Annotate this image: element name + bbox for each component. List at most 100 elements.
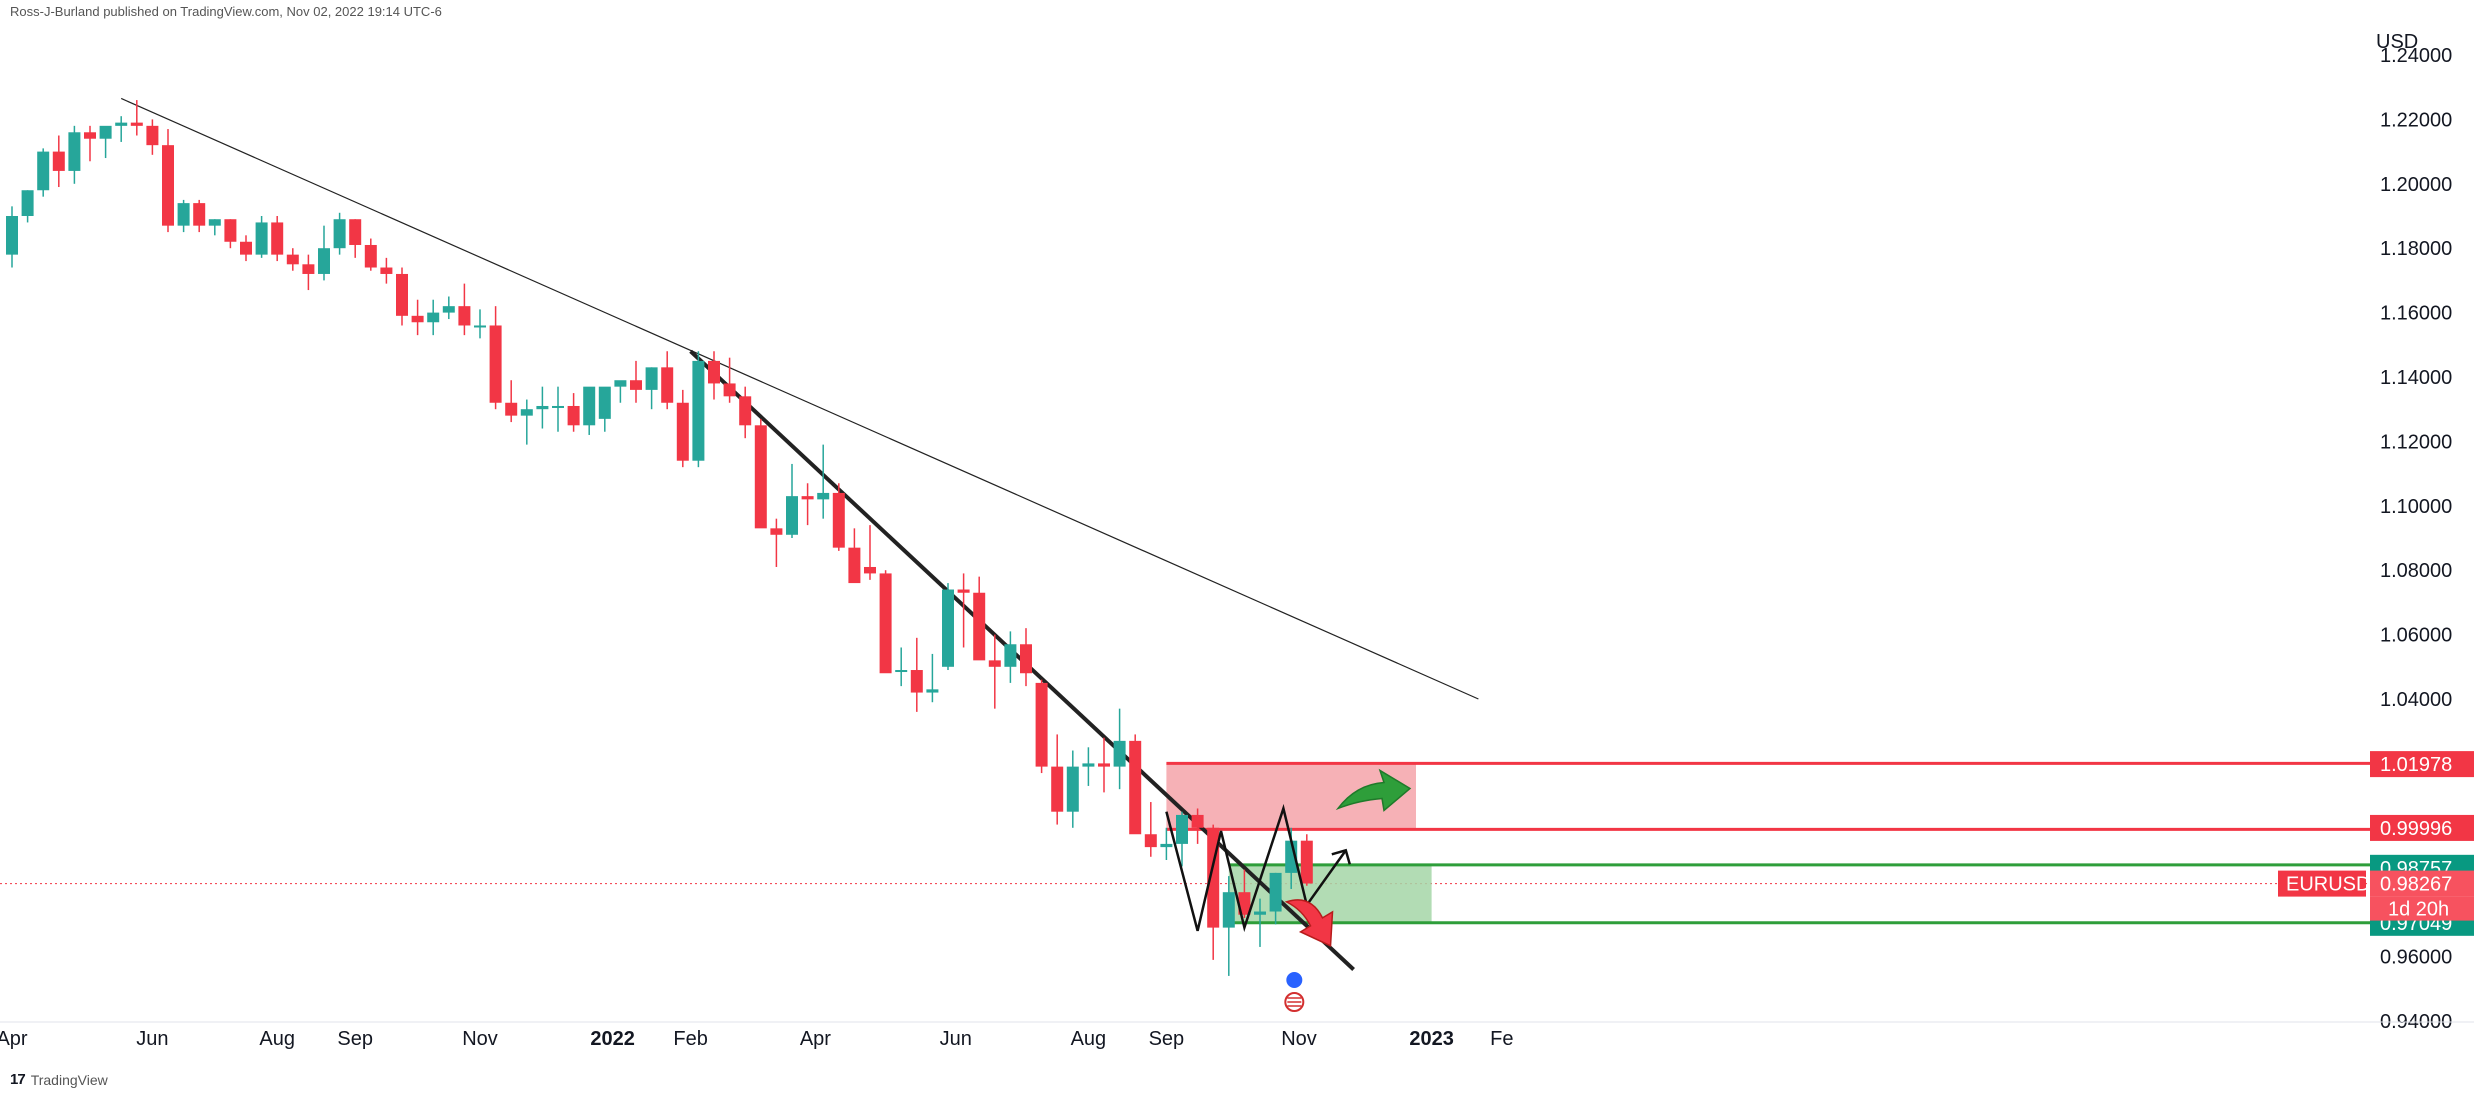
candle-body <box>957 589 970 593</box>
candle-body <box>630 380 642 390</box>
x-tick-label: 2023 <box>1409 1028 1454 1050</box>
candle-body <box>1051 766 1064 812</box>
candle-body <box>130 122 143 126</box>
x-tick-label: Nov <box>1281 1028 1317 1050</box>
candle-body <box>208 219 221 226</box>
candle-body <box>380 267 393 274</box>
candle-body <box>1254 911 1266 915</box>
currency-label: USD <box>2376 31 2418 53</box>
brand-name: TradingView <box>30 1071 108 1088</box>
candle-body <box>786 496 798 535</box>
x-tick-label: Apr <box>800 1028 831 1050</box>
candle-body <box>1129 740 1142 835</box>
trendlines <box>120 97 1479 971</box>
price-tag: 0.99996 <box>2370 814 2474 841</box>
x-tick-label: Jun <box>136 1028 168 1050</box>
countdown-label: 1d 20h <box>2388 899 2449 921</box>
x-tick-label: Aug <box>1071 1028 1107 1050</box>
x-tick-label: Sep <box>337 1028 373 1050</box>
candle-body <box>396 273 408 316</box>
candle-body <box>224 219 237 242</box>
candle-body <box>942 589 954 667</box>
candle-body <box>692 360 705 461</box>
candle-body <box>1300 840 1313 884</box>
zigzag-arrowhead <box>1331 848 1352 865</box>
candle-body <box>895 670 908 673</box>
candle-body <box>598 386 611 419</box>
candles <box>6 100 1313 976</box>
candle-body <box>6 216 18 255</box>
candle-body <box>1191 814 1204 828</box>
candle-body <box>832 492 845 548</box>
candle-body <box>973 592 986 661</box>
candle-body <box>177 203 190 226</box>
long-term-resistance[interactable] <box>120 97 1479 700</box>
candle-body <box>1098 763 1110 767</box>
price-tag: 1.01978 <box>2370 751 2474 778</box>
candle-body <box>567 405 580 426</box>
direction-arrows <box>1284 768 1412 948</box>
candle-body <box>583 386 596 426</box>
tradingview-logo-icon: 17 <box>10 1071 26 1088</box>
x-tick-label: Fe <box>1490 1028 1513 1050</box>
candle-body <box>1238 892 1251 915</box>
y-tick-label: 1.08000 <box>2380 560 2452 582</box>
price-tag-bg <box>2370 751 2474 778</box>
price-tag-value: 0.99996 <box>2380 818 2452 840</box>
x-tick-label: Apr <box>0 1028 28 1050</box>
candle-body <box>926 689 939 693</box>
candle-body <box>411 315 424 323</box>
candle-body <box>1176 814 1188 844</box>
candle-body <box>115 122 128 126</box>
price-tag: 0.98267 <box>2370 870 2474 897</box>
candle-body <box>255 222 268 255</box>
price-tags: 1.019780.999960.987570.982670.97049EURUS… <box>2278 751 2474 936</box>
y-tick-label: 1.12000 <box>2380 431 2452 453</box>
zones <box>1166 761 2370 925</box>
candle-body <box>489 325 502 403</box>
candle-body <box>52 151 65 171</box>
candle-body <box>552 405 564 408</box>
footer-branding[interactable]: 17 TradingView <box>10 1071 108 1088</box>
candle-body <box>146 125 159 146</box>
candle-body <box>68 132 81 171</box>
candle-body <box>458 306 471 326</box>
candle-body <box>286 254 299 265</box>
symbol-tag-bg <box>2278 870 2366 897</box>
price-tag-value: 0.98267 <box>2380 874 2452 896</box>
price-tag-bg <box>2370 870 2474 897</box>
candle-body <box>879 573 892 674</box>
candle-body <box>1269 872 1282 912</box>
candle-body <box>1144 834 1157 848</box>
candle-body <box>84 132 96 139</box>
symbol-tag: EURUSD <box>2286 874 2370 896</box>
candle-body <box>1035 682 1048 767</box>
candle-body <box>864 566 876 574</box>
y-tick-label: 1.16000 <box>2380 303 2452 325</box>
time-axis[interactable]: Apr Jun Aug Sep Nov 2022 Feb Apr Jun Aug Sep Nov 202… <box>0 1021 2474 1050</box>
candle-body <box>37 151 50 191</box>
y-tick-label: 1.22000 <box>2380 109 2452 131</box>
event-icons[interactable] <box>1284 970 1305 1012</box>
candle-body <box>988 660 1001 667</box>
candle-body <box>99 125 112 139</box>
candle-body <box>910 670 923 693</box>
candle-body <box>271 222 284 255</box>
y-tick-label: 1.14000 <box>2380 367 2452 389</box>
price-tag-value: 1.01978 <box>2380 754 2452 776</box>
candle-body <box>1160 843 1173 848</box>
candle-body <box>333 219 346 249</box>
candle-body <box>162 145 174 226</box>
candle-body <box>614 380 627 387</box>
economic-event-icon[interactable] <box>1284 970 1305 990</box>
candle-body <box>442 306 455 313</box>
candle-body <box>708 360 720 384</box>
candle-body <box>676 402 689 461</box>
candle-body <box>505 402 518 416</box>
publisher-line: Ross-J-Burland published on TradingView.… <box>10 4 442 19</box>
candle-body <box>302 264 315 274</box>
y-tick-label: 1.20000 <box>2380 174 2452 196</box>
bearish-arrow-icon <box>1284 899 1334 948</box>
